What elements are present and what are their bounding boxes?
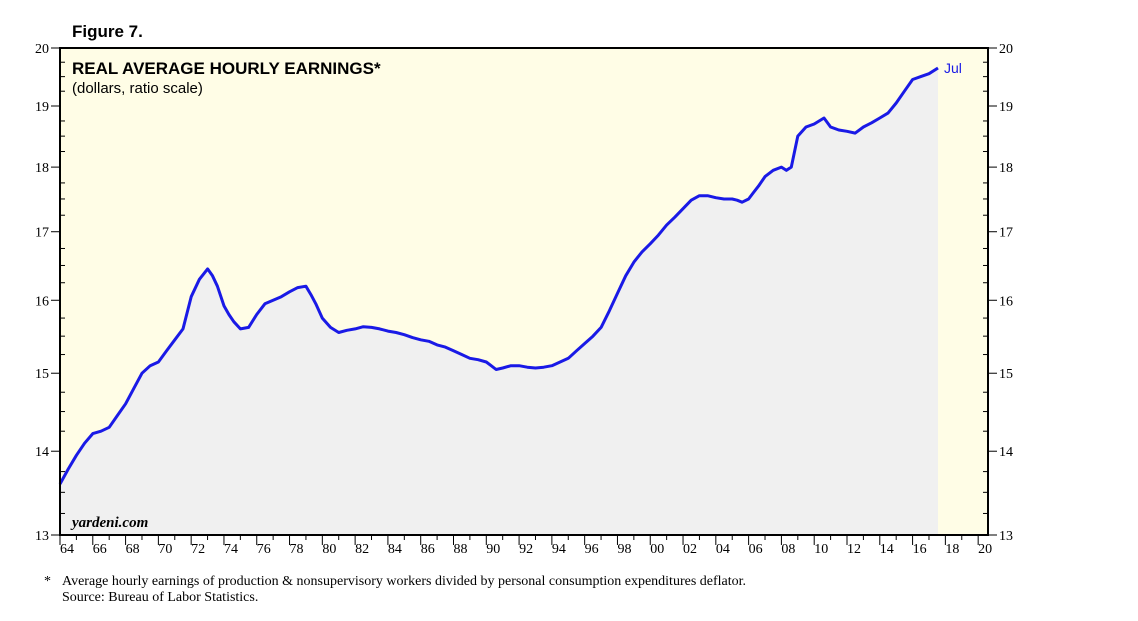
x-tick-label: 92: [519, 542, 533, 557]
watermark: yardeni.com: [70, 515, 148, 531]
x-tick-label: 12: [847, 542, 861, 557]
last-point-label: Jul: [944, 60, 962, 76]
y-tick-label: 15: [999, 367, 1013, 382]
x-tick-label: 74: [224, 542, 238, 557]
x-tick-label: 18: [945, 542, 959, 557]
chart-svg: 13 14 15 16 17 18 19 20 13 14 15 16 17 18 19 20 64 66 68…: [35, 42, 1013, 557]
x-tick-label: 96: [585, 542, 599, 557]
footnote: * Average hourly earnings of production &…: [44, 574, 746, 606]
x-tick-label: 84: [388, 542, 402, 557]
y-tick-label: 15: [35, 367, 49, 382]
x-tick-label: 76: [257, 542, 271, 557]
x-tick-label: 08: [781, 542, 795, 557]
y-tick-label: 16: [35, 294, 49, 309]
y-tick-label: 20: [35, 42, 49, 57]
y-tick-label: 19: [35, 100, 49, 115]
x-tick-label: 04: [716, 542, 730, 557]
x-tick-label: 02: [683, 542, 697, 557]
x-tick-label: 64: [60, 542, 74, 557]
x-tick-label: 70: [158, 542, 172, 557]
y-tick-label: 13: [35, 529, 49, 544]
y-tick-label: 20: [999, 42, 1013, 57]
y-tick-label: 14: [999, 445, 1013, 460]
x-tick-label: 16: [913, 542, 927, 557]
x-tick-label: 20: [978, 542, 992, 557]
footnote-text: Average hourly earnings of production & …: [62, 574, 747, 589]
y-tick-label: 19: [999, 100, 1013, 115]
footnote-source: Source: Bureau of Labor Statistics.: [62, 590, 259, 605]
x-tick-label: 98: [617, 542, 631, 557]
chart-title: REAL AVERAGE HOURLY EARNINGS*: [72, 59, 381, 78]
y-tick-label: 16: [999, 294, 1013, 309]
footnote-marker: *: [44, 574, 51, 589]
x-tick-label: 90: [486, 542, 500, 557]
x-tick-label: 88: [453, 542, 467, 557]
y-tick-label: 17: [35, 226, 49, 241]
x-tick-label: 06: [749, 542, 763, 557]
chart-subtitle: (dollars, ratio scale): [72, 80, 203, 97]
x-axis: 64 66 68 70 72 74 76 78 80 82 84 86 88 90 92 94 96 98 00 02…: [59, 535, 992, 557]
x-tick-label: 86: [421, 542, 435, 557]
x-tick-label: 80: [322, 542, 336, 557]
earnings-line: [58, 66, 939, 485]
x-tick-label: 68: [126, 542, 140, 557]
x-tick-label: 94: [552, 542, 566, 557]
x-tick-label: 78: [290, 542, 304, 557]
y-axis-left: 13 14 15 16 17 18 19 20: [35, 42, 60, 544]
y-tick-label: 18: [999, 161, 1013, 176]
y-axis-right: 13 14 15 16 17 18 19 20: [988, 42, 1013, 544]
y-tick-label: 13: [999, 529, 1013, 544]
plot-border: [59, 47, 989, 536]
y-tick-label: 14: [35, 445, 49, 460]
x-tick-label: 72: [191, 542, 205, 557]
figure-label: Figure 7.: [72, 22, 143, 41]
x-tick-label: 14: [880, 542, 894, 557]
area-fill: [60, 68, 938, 535]
y-tick-label: 17: [999, 226, 1013, 241]
x-tick-label: 82: [355, 542, 369, 557]
x-tick-label: 10: [814, 542, 828, 557]
x-tick-label: 66: [93, 542, 107, 557]
y-tick-label: 18: [35, 161, 49, 176]
x-tick-label: 00: [650, 542, 664, 557]
